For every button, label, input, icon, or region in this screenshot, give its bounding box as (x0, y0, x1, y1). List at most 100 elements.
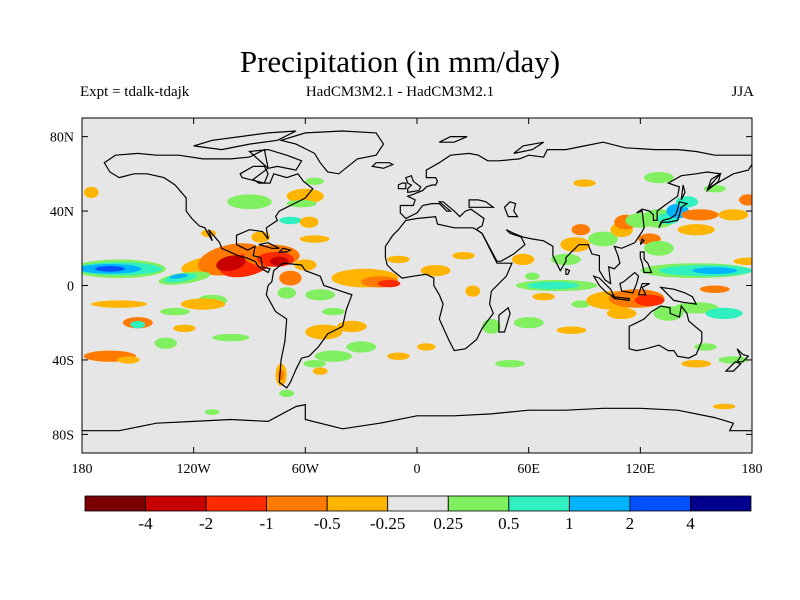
model-label: HadCM3M2.1 - HadCM3M2.1 (305, 84, 495, 100)
anomaly-patch (560, 237, 591, 253)
anomaly-patch (83, 186, 99, 198)
coastline-new-zealand (735, 348, 750, 363)
anomaly-patch (532, 293, 555, 301)
anomaly-patch (322, 307, 345, 316)
anomaly-patch (279, 216, 302, 225)
coastline-uk (405, 174, 422, 194)
colorbar-swatch (508, 495, 570, 512)
anomaly-patch (251, 231, 270, 243)
experiment-label: Expt = tdalk-tdajk (80, 84, 190, 100)
anomaly-patch (337, 320, 367, 332)
coastline-kamchatka (706, 172, 722, 193)
anomaly-patch (279, 389, 295, 398)
axes: 180 120W 60W 0 60E 120E 180 80N 40N 0 40S 80S (50, 118, 763, 477)
anomaly-patch (387, 255, 410, 264)
colorbar-label: 0.25 (433, 514, 463, 533)
anomaly-patch (277, 287, 297, 299)
anomaly-patch (117, 356, 140, 364)
coastline-new-guinea (659, 286, 698, 305)
coastline-australia (628, 304, 703, 359)
y-tick-label: 80S (52, 428, 74, 443)
anomaly-patch (606, 307, 637, 319)
anomaly-patch (739, 194, 752, 206)
chart-title: Precipitation (in mm/day) (239, 44, 561, 79)
coastline-taiwan (639, 237, 645, 246)
anomaly-patch (279, 270, 302, 286)
anomaly-patch (130, 320, 146, 329)
colorbar-swatch (205, 495, 268, 512)
anomaly-patch (681, 209, 719, 221)
anomaly-patch (154, 337, 177, 349)
colorbar-swatch (690, 495, 752, 512)
anomaly-patch (299, 216, 319, 228)
coastline-sri-lanka (565, 267, 571, 275)
anomaly-patch (513, 317, 544, 329)
anomaly-patch (571, 224, 591, 236)
anomaly-patch (525, 272, 540, 280)
coastline-cuba (258, 242, 280, 249)
colorbar-label: 0.5 (498, 514, 519, 533)
anomaly-patch (299, 235, 330, 243)
anomaly-patch (312, 367, 328, 375)
x-tick-label: 120W (177, 462, 212, 477)
colorbar-swatch (326, 495, 389, 512)
anomaly-patch (173, 324, 196, 332)
colorbar-label: -4 (138, 514, 153, 533)
anomaly-patch (169, 273, 189, 279)
coastline-south-america (265, 262, 353, 389)
anomaly-patch (692, 267, 738, 274)
coastline-greenland (278, 130, 385, 175)
colorbar-swatch (266, 495, 328, 512)
coastline-black-sea (468, 199, 496, 208)
x-tick-label: 60E (517, 462, 540, 477)
anomaly-patch (718, 209, 749, 221)
anomaly-patch (346, 341, 377, 353)
coastline-borneo (619, 271, 640, 294)
anomaly-patch (305, 177, 324, 185)
coastline-caspian (503, 201, 519, 218)
coastline-madagascar (498, 306, 511, 333)
y-tick-label: 80N (50, 131, 74, 146)
coastline-north-america (103, 148, 314, 274)
anomaly-patch (482, 319, 501, 334)
season-label: JJA (731, 84, 754, 100)
anomaly-patch (634, 294, 665, 306)
colorbar-swatch (629, 495, 691, 512)
anomaly-patch (212, 333, 250, 342)
anomaly-patch (420, 265, 451, 277)
anomaly-patch (387, 352, 410, 360)
anomaly-patch (160, 307, 191, 316)
colorbar-label: -0.5 (314, 514, 341, 533)
anomaly-patch (588, 231, 618, 247)
anomaly-patch (180, 298, 226, 310)
anomaly-patch (644, 172, 674, 184)
coastline-baffin (248, 148, 303, 171)
colorbar-swatch (145, 495, 207, 512)
anomaly-patch (644, 240, 674, 256)
coastline-java (610, 295, 630, 302)
y-tick-label: 40S (52, 354, 74, 369)
anomaly-patch (681, 360, 712, 368)
colorbar-label: -0.25 (370, 514, 405, 533)
anomaly-patch (712, 403, 736, 410)
coastline-japan (658, 201, 689, 229)
anomaly-patch (294, 259, 317, 271)
colorbar-swatch (569, 495, 631, 512)
colorbar-swatch (84, 495, 146, 512)
anomaly-patch (227, 194, 272, 210)
colorbar-swatch (447, 495, 510, 512)
anomaly-patch (204, 409, 220, 415)
coastline-hudson (239, 165, 269, 184)
anomaly-patch (303, 360, 326, 368)
anomaly-patch (699, 285, 730, 293)
x-tick-label: 120E (626, 462, 656, 477)
coastline-sulawesi (637, 283, 650, 296)
anomaly-patch (377, 279, 401, 288)
anomaly-patch (465, 285, 481, 297)
colorbar-label: 4 (686, 514, 695, 533)
coastline-philippines (639, 251, 653, 274)
anomaly-patch (417, 343, 436, 351)
map-background (82, 118, 752, 453)
anomaly-layer (82, 172, 752, 415)
